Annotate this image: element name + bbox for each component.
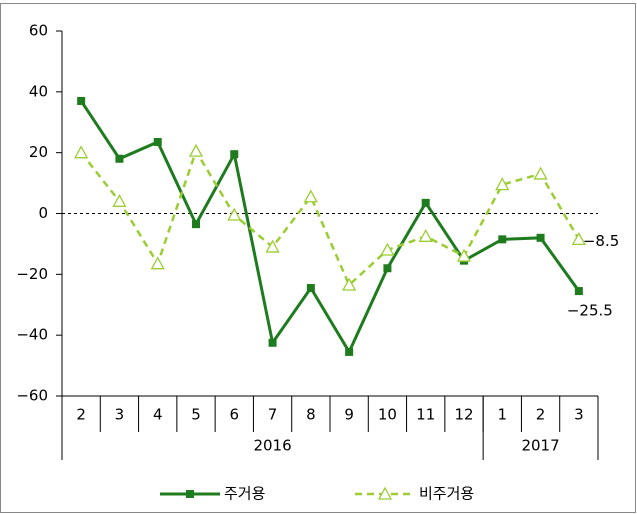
x-tick-label: 1	[498, 406, 508, 424]
point	[153, 138, 162, 147]
point	[268, 338, 277, 347]
point	[192, 220, 200, 229]
legend-marker	[377, 486, 393, 500]
x-tick-label: 10	[378, 406, 397, 424]
legend-label: 주거용	[224, 485, 265, 503]
point	[227, 207, 242, 221]
point	[342, 277, 357, 291]
y-tick-label: −40	[16, 326, 48, 344]
point	[115, 154, 124, 163]
y-tick-label: −20	[16, 265, 48, 283]
point	[74, 145, 89, 159]
x-tick-label: 9	[344, 406, 354, 424]
x-tick-label: 11	[416, 406, 435, 424]
point	[498, 235, 507, 244]
y-tick-label: 60	[29, 22, 48, 40]
point	[571, 231, 586, 246]
frame	[0, 3, 636, 513]
point	[77, 96, 86, 105]
point	[536, 233, 545, 242]
point	[456, 248, 472, 262]
x-tick-label: 2	[536, 406, 546, 424]
x-tick-label: 7	[268, 406, 278, 424]
x-tick-label: 5	[191, 406, 201, 424]
x-tick-label: 12	[454, 406, 473, 424]
legend-marker	[186, 490, 194, 498]
point	[383, 264, 392, 273]
point	[421, 198, 430, 207]
legend-label: 비주거용	[419, 485, 474, 503]
x-tick-label: 3	[115, 406, 125, 424]
point	[306, 284, 315, 293]
point	[418, 228, 433, 242]
value-label: −25.5	[567, 302, 613, 320]
point	[380, 242, 395, 256]
y-tick-label: 40	[29, 82, 48, 100]
x-tick-label: 8	[306, 406, 316, 424]
point	[495, 177, 510, 191]
point	[303, 189, 318, 203]
y-tick-label: −60	[16, 387, 48, 405]
point	[112, 193, 127, 207]
point	[574, 287, 583, 296]
x-tick-label: 2	[76, 406, 86, 424]
series-line	[79, 100, 581, 356]
x-group-label: 2016	[253, 437, 291, 455]
y-tick-label: 0	[38, 204, 48, 222]
x-group-label: 2017	[521, 437, 559, 455]
point	[150, 256, 165, 270]
x-tick-label: 3	[574, 406, 584, 424]
point	[533, 166, 548, 180]
point	[230, 150, 239, 159]
x-tick-label: 6	[230, 406, 240, 424]
value-label: −8.5	[583, 232, 619, 250]
point	[265, 239, 280, 253]
point	[345, 347, 354, 356]
x-tick-label: 4	[153, 406, 163, 424]
point	[188, 143, 204, 157]
y-tick-label: 20	[29, 143, 48, 161]
